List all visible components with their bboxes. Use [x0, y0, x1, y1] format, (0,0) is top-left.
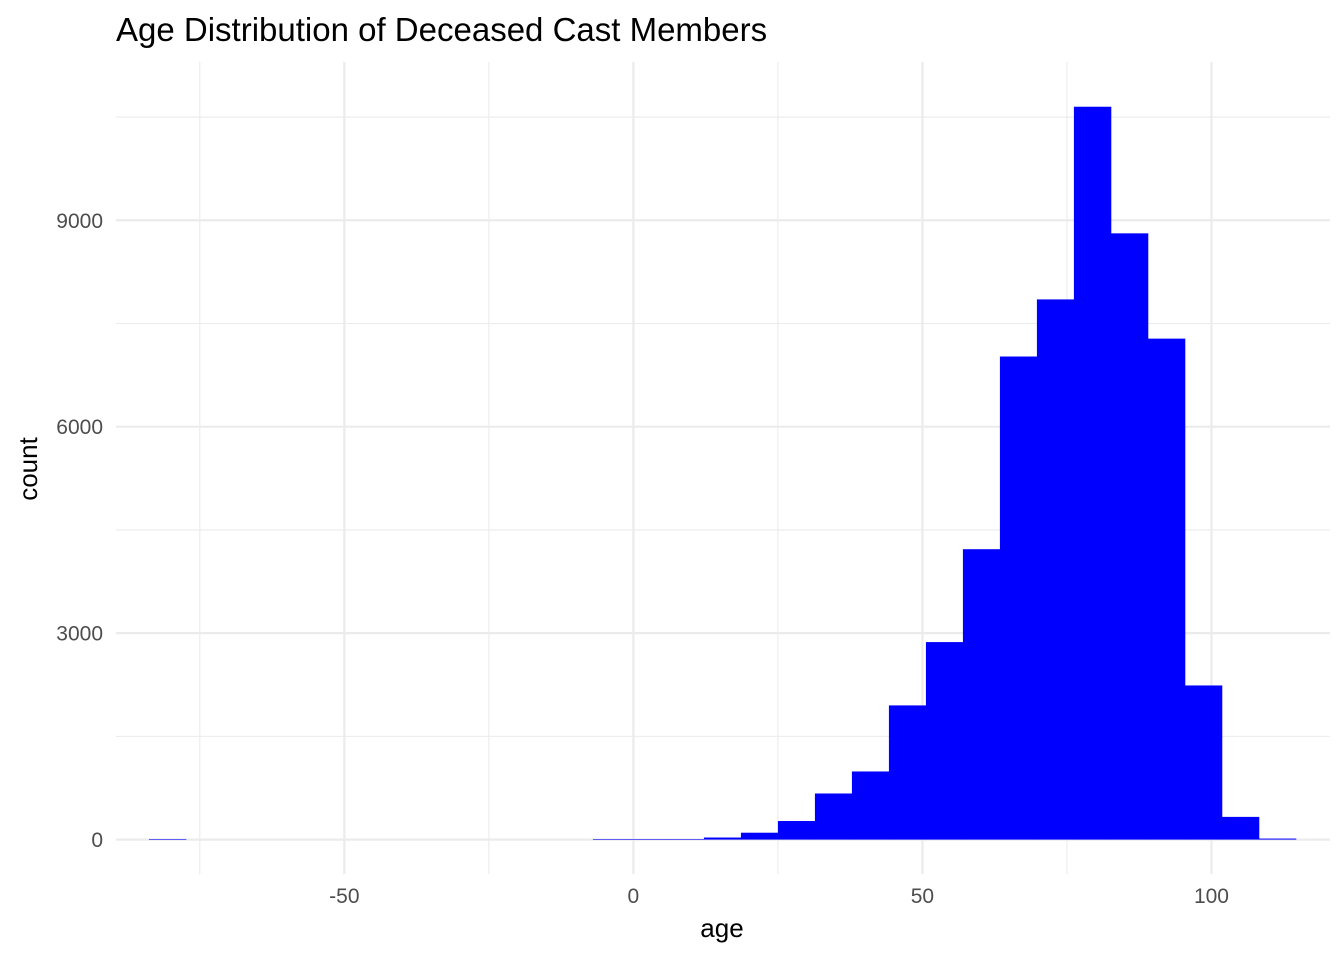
- histogram-bar-29: [1221, 816, 1260, 840]
- y-tick-label: 0: [91, 829, 103, 852]
- y-tick-label: 9000: [56, 210, 103, 233]
- histogram-bar-19: [851, 771, 890, 840]
- histogram-bar-24: [1036, 299, 1075, 840]
- histogram-bar-28: [1184, 685, 1223, 840]
- x-tick-label: 0: [628, 885, 640, 908]
- histogram-bar-16: [740, 832, 779, 840]
- x-tick-label: 50: [911, 885, 934, 908]
- y-tick-label: 3000: [56, 623, 103, 646]
- x-tick-labels: -50 0 50 100: [329, 885, 1229, 908]
- histogram-bar-27: [1147, 338, 1186, 840]
- histogram-bar-25: [1073, 106, 1112, 840]
- histogram-bar-22: [962, 549, 1001, 840]
- histogram-bar-18: [814, 793, 853, 840]
- x-tick-label: -50: [329, 885, 359, 908]
- x-axis-title: age: [700, 913, 743, 943]
- histogram-bar-17: [777, 821, 816, 840]
- histogram-bar-30: [1258, 838, 1297, 840]
- histogram-bar-15: [703, 837, 742, 840]
- histogram-bar-26: [1110, 233, 1149, 840]
- bars: [148, 106, 1297, 840]
- x-tick-label: 100: [1194, 885, 1229, 908]
- chart-title: Age Distribution of Deceased Cast Member…: [116, 11, 767, 48]
- histogram-bar-13: [629, 838, 668, 840]
- histogram-bar-23: [999, 356, 1038, 840]
- histogram-bar-0: [148, 838, 187, 840]
- y-tick-label: 6000: [56, 416, 103, 439]
- histogram-bar-14: [666, 838, 705, 840]
- histogram-bar-20: [888, 705, 927, 840]
- histogram-bar-21: [925, 642, 964, 840]
- y-axis-title: count: [13, 436, 43, 500]
- y-tick-labels: 0 3000 6000 9000: [56, 210, 103, 852]
- histogram-bar-12: [592, 838, 631, 840]
